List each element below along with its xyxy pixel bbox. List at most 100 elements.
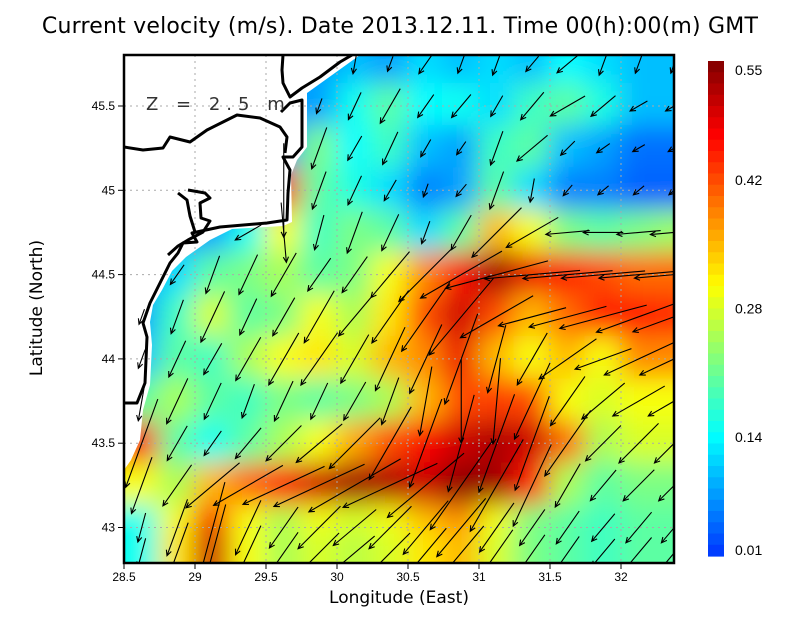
velocity-arrow: [203, 430, 222, 457]
velocity-arrow: [455, 141, 467, 156]
velocity-arrow: [368, 505, 412, 550]
velocity-arrow: [235, 336, 262, 382]
velocity-arrow: [505, 216, 559, 249]
velocity-arrow: [273, 380, 294, 423]
velocity-arrow: [203, 343, 223, 376]
velocity-arrow: [238, 254, 259, 296]
heatmap-cell: [406, 55, 445, 87]
colorbar-tick-label: 0.14: [735, 429, 762, 445]
velocity-arrow: [478, 502, 515, 554]
velocity-arrow: [408, 398, 443, 489]
colorbar-segment: [708, 466, 724, 478]
x-tick-label: 31.5: [538, 570, 562, 584]
heatmap-cell: [158, 529, 197, 563]
colorbar-segment: [708, 297, 724, 310]
x-axis: 28.5 29 29.5 30 30.5 31 31.5 32: [112, 563, 628, 584]
velocity-arrow: [347, 92, 362, 121]
velocity-arrow: [653, 442, 674, 464]
colorbar-segment: [708, 286, 724, 298]
colorbar-segment: [708, 387, 724, 400]
velocity-arrow: [420, 139, 432, 158]
depth-label: Z = 2.5 m: [146, 94, 291, 115]
heatmap-cell: [193, 529, 232, 563]
velocity-arrow: [347, 175, 363, 206]
y-tick-label: 43: [102, 521, 116, 535]
colorbar-segment: [708, 499, 724, 512]
velocity-arrow: [615, 229, 661, 238]
velocity-arrow: [528, 178, 535, 204]
velocity-arrow: [130, 456, 153, 515]
velocity-arrow: [419, 250, 503, 299]
velocity-arrow: [343, 381, 367, 422]
velocity-arrow: [347, 135, 363, 162]
velocity-arrow: [490, 95, 504, 118]
velocity-arrow: [418, 55, 433, 75]
heatmap-cell: [655, 125, 674, 172]
velocity-arrow: [270, 252, 297, 298]
heatmap-cell: [442, 529, 481, 563]
velocity-arrow: [350, 55, 357, 75]
velocity-arrow: [200, 291, 226, 344]
velocity-arrow: [166, 425, 188, 462]
velocity-arrow: [515, 134, 548, 162]
velocity-arrow: [400, 282, 451, 353]
velocity-arrow: [428, 278, 494, 357]
heatmap-cell: [371, 529, 410, 563]
velocity-arrow: [625, 511, 653, 544]
velocity-arrow: [638, 358, 674, 376]
x-axis-label: Longitude (East): [329, 588, 469, 608]
velocity-arrow: [649, 230, 674, 238]
velocity-arrow: [562, 184, 573, 197]
velocity-arrow: [204, 255, 221, 295]
y-tick-label: 45.5: [92, 99, 116, 113]
colorbar-ticks: 0.55 0.42 0.28 0.14 0.01: [735, 62, 762, 558]
velocity-arrow: [417, 366, 433, 437]
velocity-arrow: [597, 270, 674, 281]
velocity-arrow: [241, 465, 325, 505]
velocity-arrow: [168, 340, 187, 379]
velocity-arrow: [443, 313, 479, 406]
velocity-arrow: [516, 332, 548, 386]
colorbar: [708, 61, 724, 557]
velocity-arrow: [300, 332, 339, 387]
y-axis-label: Latitude (North): [27, 239, 47, 377]
heatmap-cell: [229, 529, 268, 563]
x-tick-label: 30.5: [396, 570, 420, 584]
velocity-arrow: [341, 462, 438, 508]
colorbar-segment: [708, 106, 724, 118]
colorbar-segment: [708, 544, 724, 557]
colorbar-segment: [708, 376, 724, 388]
velocity-arrow: [328, 417, 381, 470]
x-tick-label: 29: [188, 570, 202, 584]
heatmap-cell: [300, 529, 339, 563]
velocity-arrow: [409, 324, 443, 395]
velocity-arrow: [544, 229, 590, 238]
heatmap-cell: [335, 529, 374, 563]
colorbar-segment: [708, 151, 724, 163]
velocity-arrow: [265, 425, 302, 462]
velocity-arrow: [275, 531, 299, 563]
velocity-arrow: [488, 171, 505, 211]
colorbar-segment: [708, 511, 724, 523]
velocity-arrow: [622, 469, 655, 502]
velocity-arrow: [368, 406, 412, 481]
colorbar-segment: [708, 331, 724, 343]
colorbar-segment: [708, 533, 724, 546]
velocity-arrow: [451, 525, 485, 563]
velocity-arrow: [595, 303, 674, 334]
velocity-arrow: [657, 484, 674, 502]
velocity-arrow: [380, 377, 400, 426]
coastline: [124, 55, 353, 405]
colorbar-segment: [708, 308, 724, 321]
velocity-arrow: [618, 423, 659, 464]
colorbar-segment: [708, 443, 724, 456]
x-tick-label: 31: [472, 570, 486, 584]
heatmap-cell: [513, 55, 552, 87]
velocity-arrow: [295, 423, 343, 464]
velocity-arrow: [634, 55, 643, 75]
velocity-arrow: [450, 94, 472, 119]
velocity-arrow: [307, 257, 332, 293]
velocity-arrow: [436, 498, 487, 558]
velocity-arrow: [297, 505, 341, 550]
velocity-arrow: [379, 532, 411, 563]
